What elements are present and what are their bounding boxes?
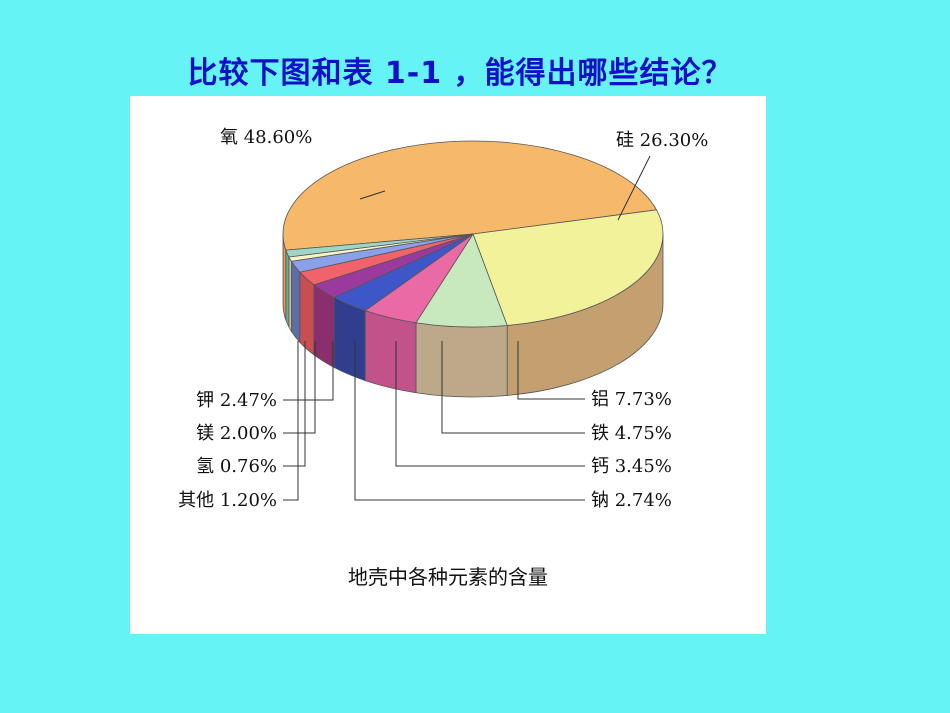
label-硅: 硅 26.30%	[616, 130, 708, 151]
label-钠: 钠 2.74%	[591, 490, 672, 511]
leader-钙	[395, 341, 585, 467]
leader-钾	[283, 341, 334, 401]
leader-镁	[283, 341, 316, 434]
label-钙: 钙 3.45%	[591, 456, 672, 477]
slice-side-钾	[299, 271, 315, 356]
slice-硅	[472, 209, 664, 326]
pie-top	[282, 140, 664, 328]
label-铁: 铁 4.75%	[591, 423, 672, 444]
slice-side-钠	[313, 284, 335, 369]
leader-硅	[617, 155, 651, 221]
leader-铁	[441, 341, 585, 434]
slice-side-镁	[290, 259, 301, 344]
label-氧: 氧 48.60%	[220, 127, 312, 148]
leader-氧	[359, 190, 386, 200]
pie-chart: 氧 48.60% 硅 26.30% 铝 7.73% 铁 4.75% 钙 3.45% 钠 2…	[178, 127, 708, 589]
slice-side-铁	[364, 310, 417, 394]
slice-side-钙	[333, 296, 366, 382]
leader-其他	[283, 341, 299, 501]
chart-caption: 地壳中各种元素的含量	[348, 565, 548, 589]
leader-氢	[283, 341, 306, 467]
slice-氧	[282, 140, 658, 251]
label-氢: 氢 0.76%	[196, 456, 277, 477]
leader-铝	[517, 341, 585, 400]
label-钾: 钾 2.47%	[196, 390, 277, 411]
slice-side-其他	[285, 250, 290, 328]
pie-sides	[282, 233, 664, 398]
label-其他: 其他 1.20%	[178, 490, 277, 511]
label-镁: 镁 2.00%	[196, 423, 277, 444]
slice-其他	[285, 233, 474, 258]
slice-labels: 氧 48.60% 硅 26.30% 铝 7.73% 铁 4.75% 钙 3.45% 钠 2…	[178, 127, 708, 511]
label-铝: 铝 7.73%	[591, 389, 672, 410]
slice-side-铝	[415, 322, 508, 398]
chart-figure: 氧 48.60% 硅 26.30% 铝 7.73% 铁 4.75% 钙 3.45% 钠 2…	[130, 96, 766, 634]
leader-钠	[354, 341, 585, 501]
slide-title: 比较下图和表 1-1 ，能得出哪些结论？	[187, 56, 733, 91]
leader-lines	[283, 155, 651, 501]
slice-铝	[415, 233, 508, 328]
